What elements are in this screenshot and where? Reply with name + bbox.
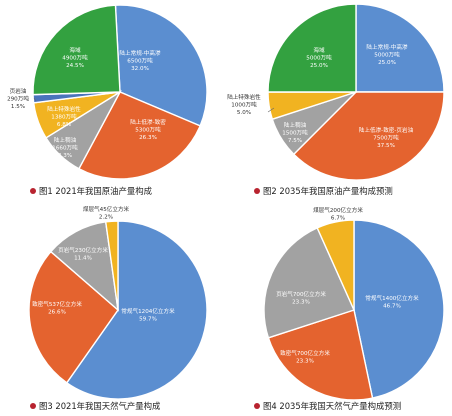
pie-slice (49, 221, 119, 312)
bullet-icon (254, 403, 260, 409)
leader-line (267, 107, 275, 113)
chart-title-4: 图4 2035年我国天然气产量构成预测 (254, 400, 401, 412)
pie-slice (65, 220, 208, 400)
leader-line (33, 97, 37, 102)
slice-label: 致密气537亿立方米 26.6% (32, 300, 82, 316)
bullet-icon (30, 188, 36, 194)
pie-chart-2: 陆上常规-中高渗 5000万吨 25.0% 陆上低渗-致密-页岩油 7500万吨 37.5… (227, 3, 445, 181)
slice-label: 陆上稠油 1660万吨 8.3% (52, 136, 78, 159)
pie-slice (263, 226, 355, 339)
slice-label: 致密气700亿立方米 23.3% (280, 349, 330, 365)
slice-label: 常规气1204亿立方米 59.7% (121, 307, 175, 323)
chart-title-1: 图1 2021年我国原油产量构成 (30, 185, 152, 197)
pie-slice (104, 220, 119, 311)
slice-label: 常规气1400亿立方米 46.7% (365, 294, 419, 310)
pie-slice (267, 309, 374, 401)
pie-slice (267, 3, 357, 93)
slice-label: 陆上特殊岩性 1380万吨 6.8% (47, 105, 81, 128)
slice-label: 煤层气45亿立方米 2.2% (83, 205, 130, 221)
slice-label: 页岩气700亿立方米 23.3% (276, 290, 326, 306)
pie-slice (316, 219, 355, 311)
slice-label: 陆上特殊岩性 1000万吨 5.0% (227, 93, 261, 116)
pie-slice (32, 4, 121, 96)
slice-label: 页岩油 290万吨 1.5% (7, 87, 29, 110)
pie-slice (292, 91, 445, 181)
slice-label: 页岩气230亿立方米 11.4% (58, 246, 108, 262)
pie-chart-4: 常规气1400亿立方米 46.7% 致密气700亿立方米 23.3% 页岩气700亿立方… (263, 206, 445, 401)
pie-slice (78, 91, 202, 180)
chart-title-2: 图2 2035年我国原油产量构成预测 (254, 185, 393, 197)
chart-title-3: 图3 2021年我国天然气产量构成 (30, 400, 160, 412)
bullet-icon (254, 188, 260, 194)
slice-label: 陆上常规-中高渗 5000万吨 25.0% (366, 43, 408, 66)
pie-slice (28, 250, 119, 384)
slice-label: 陆上低渗-致密 5300万吨 26.3% (130, 118, 166, 141)
slice-label: 海域 4900万吨 24.5% (62, 46, 88, 69)
slice-label: 海域 5000万吨 25.0% (306, 46, 332, 69)
slice-label: 陆上低渗-致密-页岩油 7500万吨 37.5% (359, 126, 414, 149)
pie-slice (355, 3, 445, 93)
slice-label: 陆上稠油 1500万吨 7.5% (282, 121, 308, 144)
bullet-icon (30, 403, 36, 409)
pie-slice (114, 4, 208, 127)
pie-chart-1: 陆上常规-中高渗 6500万吨 32.0% 陆上低渗-致密 5300万吨 26.3% 陆上稠… (7, 4, 208, 180)
pie-slice (353, 219, 445, 399)
pie-chart-3: 常规气1204亿立方米 59.7% 致密气537亿立方米 26.6% 页岩气230亿立方… (28, 205, 208, 400)
slice-label: 煤层气200亿立方米 6.7% (313, 206, 363, 222)
slice-label: 陆上常规-中高渗 6500万吨 32.0% (119, 49, 161, 72)
